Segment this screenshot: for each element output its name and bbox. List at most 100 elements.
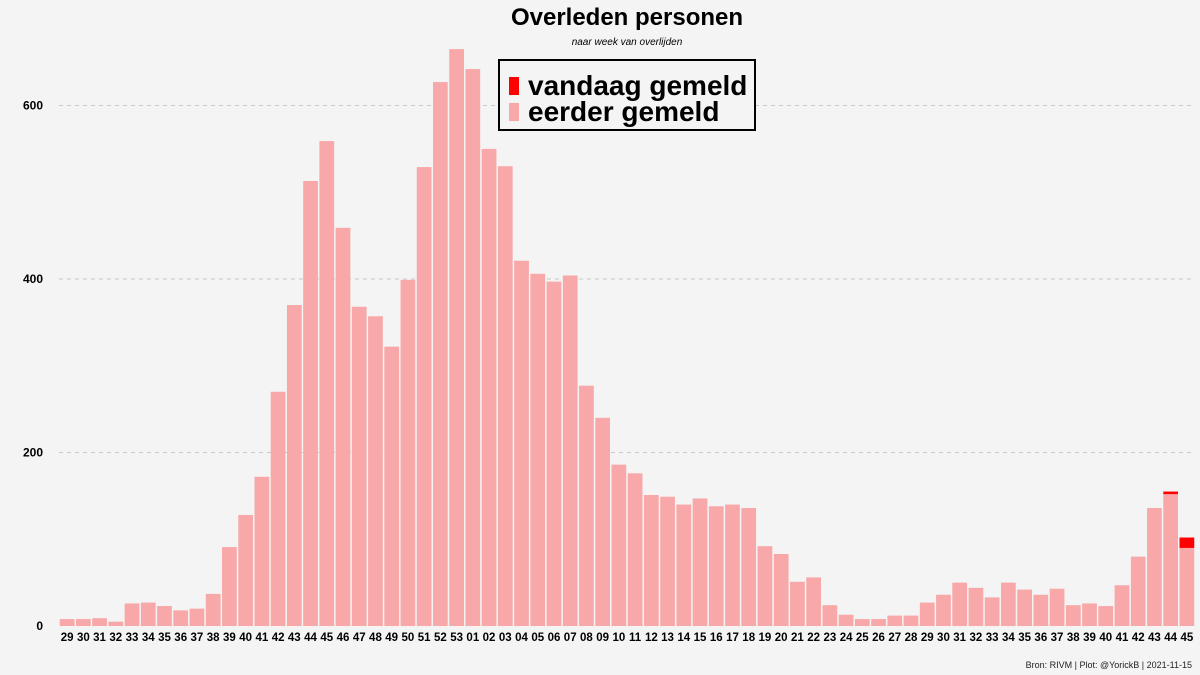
x-tick-label: 30	[77, 632, 90, 644]
x-tick-label: 39	[1083, 632, 1096, 644]
x-tick-label: 42	[1132, 632, 1145, 644]
y-tick-label: 0	[36, 619, 43, 633]
x-tick-label: 29	[921, 632, 934, 644]
bar-eerder-gemeld	[676, 504, 692, 626]
x-tick-label: 20	[775, 632, 788, 644]
bar-eerder-gemeld	[968, 587, 984, 626]
legend-label-today: vandaag gemeld	[528, 70, 747, 101]
x-tick-label: 35	[158, 632, 171, 644]
x-tick-label: 12	[645, 632, 658, 644]
x-axis-ticks: 29 30 31 32 33 34 35 36 37 38 39 40 41 42 43 44 45 46 47 48…	[61, 632, 1194, 644]
x-tick-label: 49	[385, 632, 398, 644]
x-tick-label: 16	[710, 632, 723, 644]
bar-eerder-gemeld	[465, 69, 481, 626]
bar-eerder-gemeld	[319, 141, 335, 626]
bar-eerder-gemeld	[1098, 606, 1114, 626]
x-tick-label: 15	[694, 632, 707, 644]
legend-swatch-earlier	[509, 103, 519, 121]
bar-eerder-gemeld	[1114, 585, 1130, 626]
y-tick-label: 200	[23, 446, 43, 460]
bar-eerder-gemeld	[854, 619, 870, 626]
x-tick-label: 33	[126, 632, 139, 644]
bar-eerder-gemeld	[757, 546, 773, 626]
bar-eerder-gemeld	[108, 621, 124, 626]
x-tick-label: 51	[418, 632, 431, 644]
x-tick-label: 28	[905, 632, 918, 644]
bar-eerder-gemeld	[514, 260, 529, 626]
bar-eerder-gemeld	[919, 602, 935, 626]
x-tick-label: 19	[759, 632, 772, 644]
bar-eerder-gemeld	[1017, 589, 1032, 627]
y-tick-label: 600	[23, 99, 43, 113]
x-tick-label: 36	[174, 632, 187, 644]
bar-eerder-gemeld	[416, 167, 432, 626]
x-tick-label: 31	[93, 632, 106, 644]
x-tick-label: 05	[531, 632, 544, 644]
bar-eerder-gemeld	[286, 305, 302, 626]
x-tick-label: 22	[807, 632, 820, 644]
bar-eerder-gemeld	[157, 606, 172, 626]
x-tick-label: 32	[109, 632, 122, 644]
x-tick-label: 14	[677, 632, 690, 644]
bar-eerder-gemeld	[1001, 582, 1016, 627]
x-tick-label: 31	[953, 632, 966, 644]
x-tick-label: 41	[1116, 632, 1129, 644]
bar-eerder-gemeld	[254, 476, 270, 626]
bar-eerder-gemeld	[303, 180, 318, 626]
bar-eerder-gemeld	[708, 506, 724, 626]
x-tick-label: 07	[564, 632, 577, 644]
bar-eerder-gemeld	[871, 619, 886, 626]
bar-eerder-gemeld	[692, 498, 708, 626]
bar-eerder-gemeld	[1179, 547, 1195, 626]
x-tick-label: 18	[742, 632, 755, 644]
bar-eerder-gemeld	[124, 603, 140, 626]
chart-subtitle: naar week van overlijden	[572, 37, 683, 48]
y-tick-label: 400	[23, 272, 43, 286]
x-tick-label: 40	[1099, 632, 1112, 644]
x-tick-label: 43	[1148, 632, 1161, 644]
bar-eerder-gemeld	[773, 554, 789, 626]
x-tick-label: 48	[369, 632, 382, 644]
x-tick-label: 45	[320, 632, 333, 644]
bars	[59, 49, 1195, 627]
bar-eerder-gemeld	[838, 614, 854, 626]
bar-eerder-gemeld	[984, 597, 1000, 626]
bar-eerder-gemeld	[433, 82, 448, 626]
x-tick-label: 34	[142, 632, 155, 644]
bar-eerder-gemeld	[400, 279, 416, 626]
x-tick-label: 04	[515, 632, 528, 644]
bar-eerder-gemeld	[790, 581, 805, 626]
x-tick-label: 23	[823, 632, 836, 644]
x-tick-label: 24	[840, 632, 853, 644]
x-tick-label: 40	[239, 632, 252, 644]
x-tick-label: 06	[548, 632, 561, 644]
x-tick-label: 26	[872, 632, 885, 644]
source-caption: Bron: RIVM | Plot: @YorickB | 2021-11-15	[1026, 660, 1192, 670]
legend-box	[498, 59, 756, 131]
x-tick-label: 37	[191, 632, 204, 644]
bar-eerder-gemeld	[822, 605, 838, 626]
bar-eerder-gemeld	[1163, 494, 1179, 626]
bar-eerder-gemeld	[368, 316, 383, 626]
bar-eerder-gemeld	[741, 508, 757, 626]
x-tick-label: 37	[1051, 632, 1064, 644]
x-tick-label: 03	[499, 632, 512, 644]
bar-eerder-gemeld	[75, 619, 91, 626]
bar-eerder-gemeld	[660, 496, 675, 626]
bar-eerder-gemeld	[627, 473, 643, 626]
bar-eerder-gemeld	[270, 391, 286, 626]
bar-eerder-gemeld	[643, 495, 659, 626]
x-tick-label: 11	[629, 632, 642, 644]
bar-eerder-gemeld	[611, 464, 627, 626]
x-tick-label: 41	[255, 632, 268, 644]
x-tick-label: 42	[272, 632, 285, 644]
bar-eerder-gemeld	[335, 227, 351, 626]
bar-eerder-gemeld	[1082, 603, 1097, 626]
x-tick-label: 45	[1180, 632, 1193, 644]
x-tick-label: 08	[580, 632, 593, 644]
bar-eerder-gemeld	[1130, 556, 1146, 626]
x-tick-label: 36	[1034, 632, 1047, 644]
bar-eerder-gemeld	[546, 281, 562, 626]
